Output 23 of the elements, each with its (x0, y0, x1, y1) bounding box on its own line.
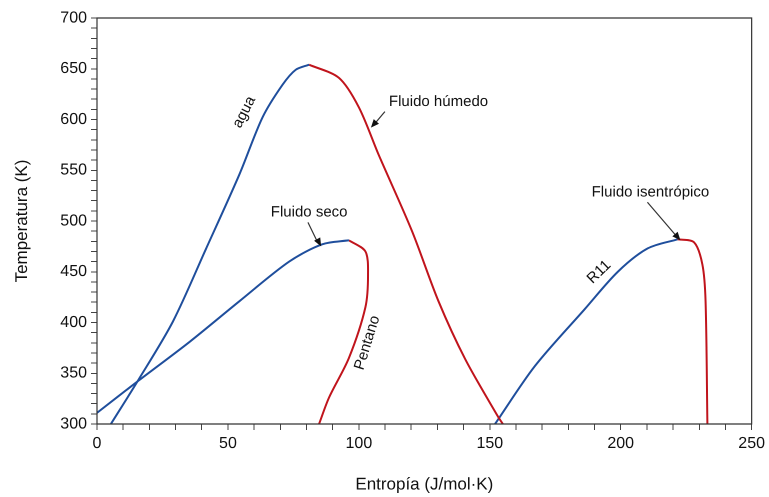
x-tick-label: 150 (476, 435, 504, 452)
y-tick-label: 600 (60, 110, 88, 128)
y-tick-label: 700 (60, 9, 88, 26)
annotation: Fluido húmedo (388, 92, 488, 110)
y-axis-title: Temperatura (K) (12, 160, 31, 282)
x-tick-label: 100 (346, 435, 372, 452)
y-tick-label: 400 (60, 314, 88, 331)
x-tick-label: 50 (219, 435, 237, 452)
x-tick-label: 200 (607, 435, 634, 452)
annotation: Fluido seco (270, 204, 348, 221)
x-tick-label: 0 (92, 435, 102, 452)
y-tick-label: 650 (60, 60, 88, 78)
y-tick-label: 550 (60, 162, 88, 179)
annotation: agua (228, 92, 260, 131)
y-tick-label: 450 (60, 263, 88, 280)
x-axis-title: Entropía (J/mol·K) (355, 474, 494, 494)
annotation: R11 (583, 256, 614, 288)
annotation: Pentano (350, 313, 384, 372)
x-tick-label: 250 (738, 435, 766, 452)
y-tick-label: 350 (60, 364, 88, 382)
y-tick-label: 300 (60, 415, 88, 432)
y-tick-label: 500 (60, 212, 88, 230)
annotation: Fluido isentrópico (592, 183, 710, 200)
